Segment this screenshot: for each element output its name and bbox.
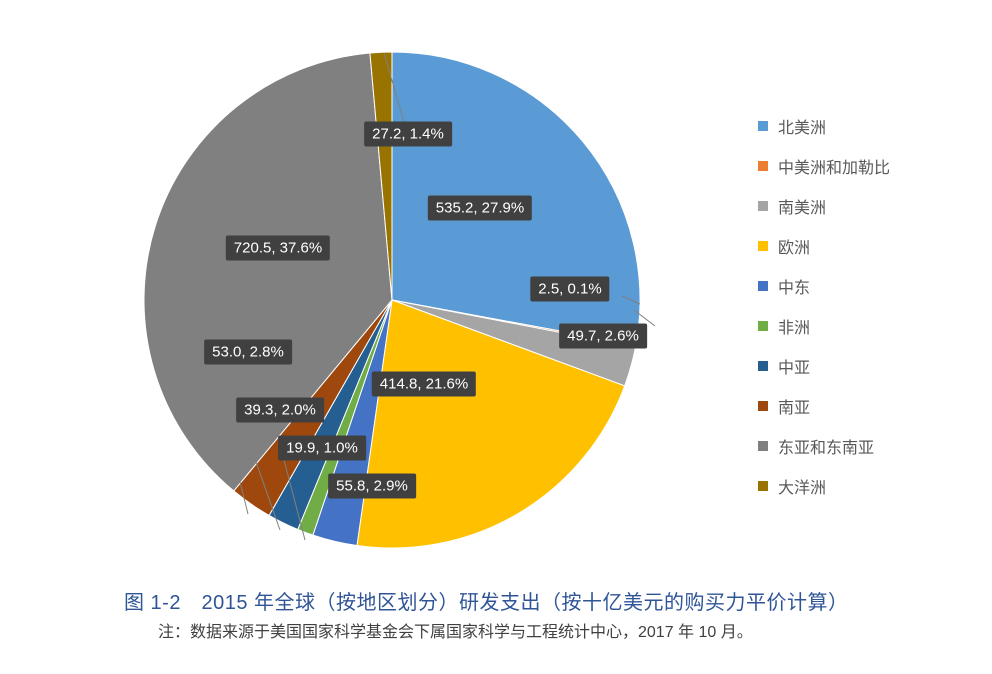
legend-item: 非洲 [758,314,890,338]
legend-swatch [758,401,768,411]
legend-swatch [758,321,768,331]
legend-label: 欧洲 [778,234,810,258]
pie-datalabel: 414.8, 21.6% [372,372,476,397]
legend-swatch [758,481,768,491]
pie-datalabel: 720.5, 37.6% [226,236,330,261]
pie-datalabel: 19.9, 1.0% [278,436,366,461]
legend-label: 东亚和东南亚 [778,434,874,458]
pie-datalabel: 49.7, 2.6% [559,324,647,349]
legend-swatch [758,441,768,451]
legend-label: 北美洲 [778,114,826,138]
legend-swatch [758,161,768,171]
legend-swatch [758,241,768,251]
legend-label: 中东 [778,274,810,298]
legend-item: 中亚 [758,354,890,378]
pie-datalabel: 2.5, 0.1% [530,277,609,302]
pie-datalabel: 27.2, 1.4% [364,122,452,147]
pie-datalabel: 39.3, 2.0% [236,398,324,423]
legend-label: 中亚 [778,354,810,378]
legend-label: 大洋洲 [778,474,826,498]
legend-swatch [758,201,768,211]
legend-swatch [758,361,768,371]
legend-item: 东亚和东南亚 [758,434,890,458]
legend-label: 中美洲和加勒比 [778,154,890,178]
chart-stage: 535.2, 27.9% 2.5, 0.1% 49.7, 2.6% 414.8, 21… [0,0,992,674]
legend-item: 中东 [758,274,890,298]
legend-item: 北美洲 [758,114,890,138]
legend: 北美洲中美洲和加勒比南美洲欧洲中东非洲中亚南亚东亚和东南亚大洋洲 [758,114,890,498]
legend-swatch [758,121,768,131]
pie-datalabel: 55.8, 2.9% [328,474,416,499]
legend-label: 南美洲 [778,194,826,218]
legend-item: 南美洲 [758,194,890,218]
chart-title: 图 1-2 2015 年全球（按地区划分）研发支出（按十亿美元的购买力平价计算） [124,586,849,615]
legend-item: 大洋洲 [758,474,890,498]
chart-source-note: 注：数据来源于美国国家科学基金会下属国家科学与工程统计中心，2017 年 10 … [158,618,753,642]
pie-datalabel: 53.0, 2.8% [204,340,292,365]
legend-item: 欧洲 [758,234,890,258]
legend-swatch [758,281,768,291]
legend-label: 南亚 [778,394,810,418]
legend-label: 非洲 [778,314,810,338]
legend-item: 南亚 [758,394,890,418]
pie-datalabel: 535.2, 27.9% [428,196,532,221]
legend-item: 中美洲和加勒比 [758,154,890,178]
